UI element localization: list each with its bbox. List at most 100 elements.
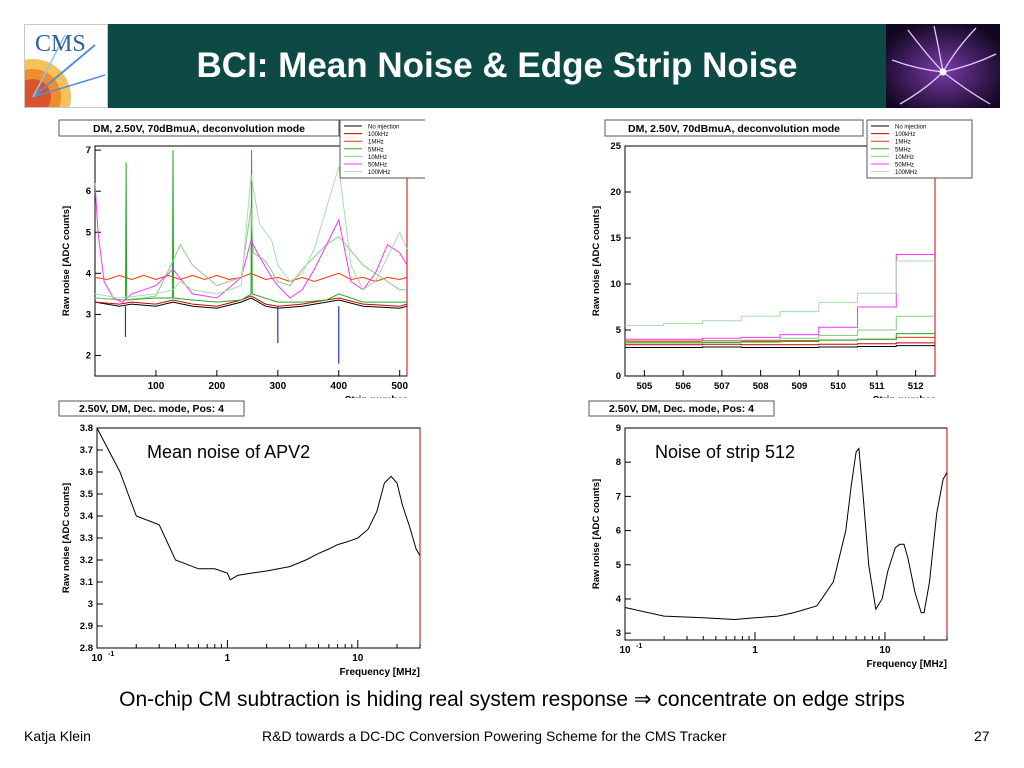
x-tick-label: 505 xyxy=(636,381,653,392)
y-axis-label: Raw noise [ADC counts] xyxy=(591,206,602,316)
x-tick-label: 509 xyxy=(791,381,807,392)
legend-entry: 5MHz xyxy=(895,147,911,153)
y-tick-label: 2.9 xyxy=(80,621,93,632)
plot-title: 2.50V, DM, Dec. mode, Pos: 4 xyxy=(79,403,224,415)
legend-entry: 50MHz xyxy=(895,163,914,169)
series-line xyxy=(94,297,408,309)
y-tick-label: 3.7 xyxy=(80,445,93,456)
plot-strip-noise-all-strips: DM, 2.50V, 70dBmuA, deconvolution mode Ra… xyxy=(58,119,425,398)
plot-title: 2.50V, DM, Dec. mode, Pos: 4 xyxy=(609,403,754,415)
legend-entry: 1MHz xyxy=(895,140,911,146)
series-step xyxy=(625,260,935,326)
plot-title: DM, 2.50V, 70dBmuA, deconvolution mode xyxy=(93,123,305,135)
x-axis-label: Frequency [MHz] xyxy=(866,659,947,670)
y-tick-label: 7 xyxy=(86,145,91,156)
y-tick-label: 3 xyxy=(88,599,93,610)
y-axis-label: Raw noise [ADC counts] xyxy=(591,479,602,589)
noise-curve xyxy=(96,427,421,581)
plot-mean-noise-vs-frequency: 2.50V, DM, Dec. mode, Pos: 4 Raw noise [A… xyxy=(58,400,421,678)
series-line xyxy=(94,295,408,307)
plot-strip512-noise-vs-frequency: 2.50V, DM, Dec. mode, Pos: 4 Raw noise [A… xyxy=(588,400,948,670)
y-tick-label: 3.2 xyxy=(80,555,93,566)
plot-title: DM, 2.50V, 70dBmuA, deconvolution mode xyxy=(628,123,840,135)
implies-arrow: ⇒ xyxy=(633,688,652,711)
y-tick-label: 10 xyxy=(610,279,621,290)
x-tick-label: 507 xyxy=(714,381,730,392)
y-tick-label: 3 xyxy=(616,628,621,639)
page-number: 27 xyxy=(974,728,990,744)
y-tick-label: 3.5 xyxy=(80,489,94,500)
x-tick-exponent: -1 xyxy=(108,651,114,658)
x-axis-label: Frequency [MHz] xyxy=(339,667,420,678)
conclusion-text: On-chip CM subtraction is hiding real sy… xyxy=(119,688,905,711)
y-tick-label: 3.3 xyxy=(80,533,93,544)
y-axis-label: Raw noise [ADC counts] xyxy=(61,483,72,593)
x-axis-label: Strip number xyxy=(345,395,407,398)
y-tick-label: 6 xyxy=(616,526,621,537)
x-tick-label: 506 xyxy=(675,381,691,392)
y-tick-label: 5 xyxy=(616,560,622,571)
y-tick-label: 0 xyxy=(616,371,621,382)
y-tick-label: 5 xyxy=(616,325,622,336)
footer-author: Katja Klein xyxy=(24,728,91,744)
series-step xyxy=(625,333,935,344)
plot-strip-noise-edge-strips: DM, 2.50V, 70dBmuA, deconvolution mode Ra… xyxy=(591,119,973,398)
plot-frame xyxy=(624,427,948,641)
x-tick-label: 1 xyxy=(225,653,231,664)
logo-text: CMS xyxy=(35,31,86,57)
series-step xyxy=(625,342,935,346)
y-tick-label: 3.1 xyxy=(80,577,94,588)
y-tick-label: 4 xyxy=(616,594,622,605)
series-line xyxy=(94,166,408,299)
y-tick-label: 2.8 xyxy=(80,643,93,654)
legend-entry: 100kHz xyxy=(368,132,388,138)
legend-entry: 100MHz xyxy=(895,170,917,176)
x-tick-label: 100 xyxy=(148,381,165,392)
legend-entry: 1MHz xyxy=(368,140,384,146)
series-line xyxy=(94,207,407,301)
slide-title: BCI: Mean Noise & Edge Strip Noise xyxy=(196,46,798,85)
x-tick-label: 10 xyxy=(91,653,103,664)
y-tick-label: 25 xyxy=(610,141,621,152)
legend-entry: 10MHz xyxy=(368,155,387,161)
legend-entry: 50MHz xyxy=(368,163,387,169)
y-tick-label: 3 xyxy=(86,309,91,320)
series-step xyxy=(625,345,935,348)
plot-title-box xyxy=(588,400,775,417)
plot-title-box xyxy=(604,119,864,137)
noise-curve xyxy=(624,447,948,621)
y-tick-label: 2 xyxy=(86,350,91,361)
series-step xyxy=(625,315,935,343)
y-tick-label: 5 xyxy=(86,227,92,238)
x-tick-label: 10 xyxy=(879,645,891,656)
y-tick-label: 3.8 xyxy=(80,423,93,434)
plot-frame xyxy=(96,427,421,649)
plasma-ball-photo xyxy=(886,24,1000,108)
legend-entry: 5MHz xyxy=(368,147,384,153)
y-tick-label: 6 xyxy=(86,186,91,197)
y-tick-label: 9 xyxy=(616,423,621,434)
x-tick-label: 10 xyxy=(352,653,364,664)
plot-title-box xyxy=(58,400,245,417)
y-tick-label: 15 xyxy=(610,233,621,244)
x-tick-exponent: -1 xyxy=(636,643,642,650)
y-tick-label: 4 xyxy=(86,268,92,279)
legend-entry: No injection xyxy=(895,125,926,131)
x-tick-label: 510 xyxy=(830,381,846,392)
x-tick-label: 10 xyxy=(619,645,631,656)
x-tick-label: 300 xyxy=(269,381,286,392)
y-tick-label: 3.6 xyxy=(80,467,93,478)
series-line xyxy=(94,182,408,303)
x-tick-label: 508 xyxy=(753,381,769,392)
cms-logo: CMS xyxy=(0,24,108,135)
legend-entry: 100MHz xyxy=(368,170,390,176)
plot-annotation: Noise of strip 512 xyxy=(655,442,795,462)
series-line xyxy=(94,150,407,303)
series-step xyxy=(625,254,935,340)
legend-entry: 100kHz xyxy=(895,132,915,138)
plot-annotation: Mean noise of APV2 xyxy=(147,442,310,462)
title-bar: BCI: Mean Noise & Edge Strip Noise xyxy=(108,24,886,108)
legend-entry: No injection xyxy=(368,125,399,131)
plot-title-box xyxy=(58,119,340,137)
x-tick-label: 400 xyxy=(330,381,347,392)
